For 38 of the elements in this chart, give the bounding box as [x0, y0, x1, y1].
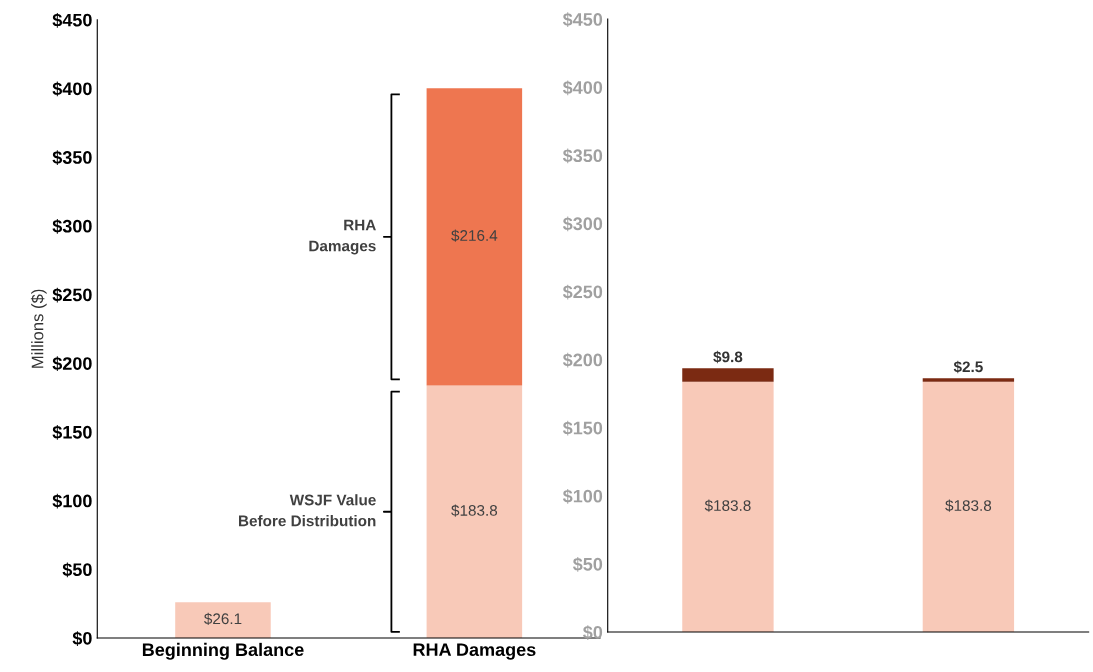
x-tick-label: Beginning Balance: [142, 642, 304, 660]
y-tick-label: $350: [562, 148, 603, 164]
y-tick-label: $250: [562, 284, 603, 300]
y-tick-label: $150: [52, 425, 92, 440]
y-tick-label: $150: [562, 420, 603, 436]
y-tick-label: $100: [562, 488, 603, 504]
y-tick-label: $300: [562, 216, 603, 232]
bar: [426, 385, 523, 638]
data-label: $9.8: [713, 350, 743, 364]
bar: [426, 88, 523, 386]
y-tick-label: $200: [52, 356, 92, 372]
y-tick-label: $250: [52, 287, 92, 303]
y-tick-label: $200: [562, 352, 603, 368]
data-label: $2.5: [953, 360, 983, 374]
bar: [922, 381, 1015, 633]
y-tick-label: $100: [52, 493, 92, 509]
annotation: RHA Damages: [309, 219, 376, 255]
bar: [682, 381, 774, 633]
y-tick-label: $0: [583, 625, 603, 640]
y-tick-label: $50: [572, 557, 603, 572]
data-label: $183.8: [451, 504, 498, 517]
y-tick-label: $400: [52, 81, 92, 97]
y-tick-label: $300: [52, 218, 92, 234]
bar: [175, 602, 271, 638]
y-tick-label: $350: [52, 150, 92, 166]
y-tick-label: $450: [52, 12, 92, 28]
bar: [922, 378, 1015, 382]
y-axis-title: Millions ($): [30, 289, 47, 368]
y-tick-label: $400: [562, 80, 603, 96]
data-label: $183.8: [704, 499, 751, 512]
annotation: WSJF Value Before Distribution: [239, 494, 376, 527]
y-tick-label: $0: [72, 631, 92, 646]
y-tick-label: $450: [562, 12, 603, 28]
data-label: $26.1: [204, 612, 242, 626]
data-label: $183.8: [945, 499, 992, 512]
data-label: $216.4: [451, 229, 498, 242]
bar: [682, 368, 774, 382]
y-tick-label: $50: [62, 562, 92, 578]
